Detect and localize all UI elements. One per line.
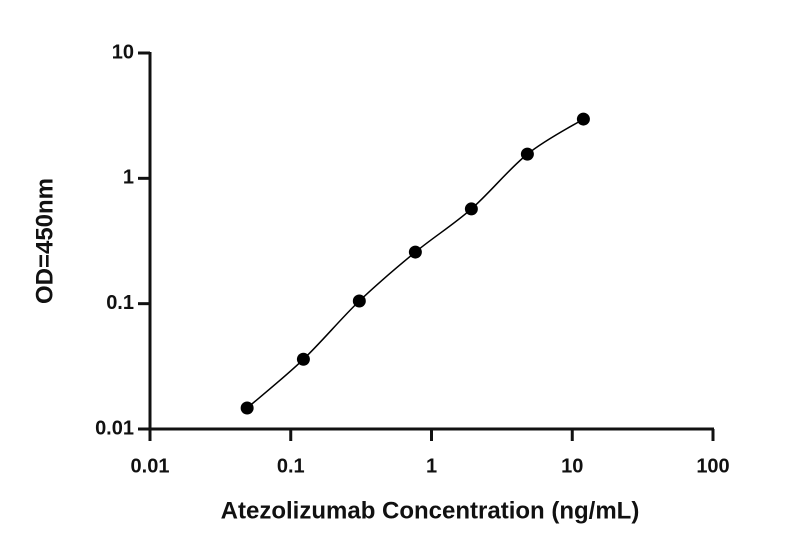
x-tick-label: 0.01: [131, 455, 170, 477]
data-point: [296, 352, 310, 366]
y-axis-title: OD=450nm: [31, 178, 58, 304]
fit-curve: [246, 118, 584, 409]
data-point: [240, 401, 254, 415]
data-point: [408, 245, 422, 259]
x-tick-label: 10: [561, 455, 583, 477]
y-tick-label: 0.1: [106, 292, 134, 314]
x-tick-label: 1: [426, 455, 437, 477]
data-point: [576, 112, 590, 126]
x-tick-label: 100: [696, 455, 729, 477]
y-tick-label: 0.01: [95, 417, 134, 439]
y-tick-label: 1: [123, 167, 134, 189]
x-tick-label: 0.1: [277, 455, 305, 477]
data-point: [352, 294, 366, 308]
data-point: [520, 147, 534, 161]
x-axis-title: Atezolizumab Concentration (ng/mL): [221, 497, 640, 524]
y-tick-label: 10: [112, 41, 134, 63]
data-point: [464, 202, 478, 216]
